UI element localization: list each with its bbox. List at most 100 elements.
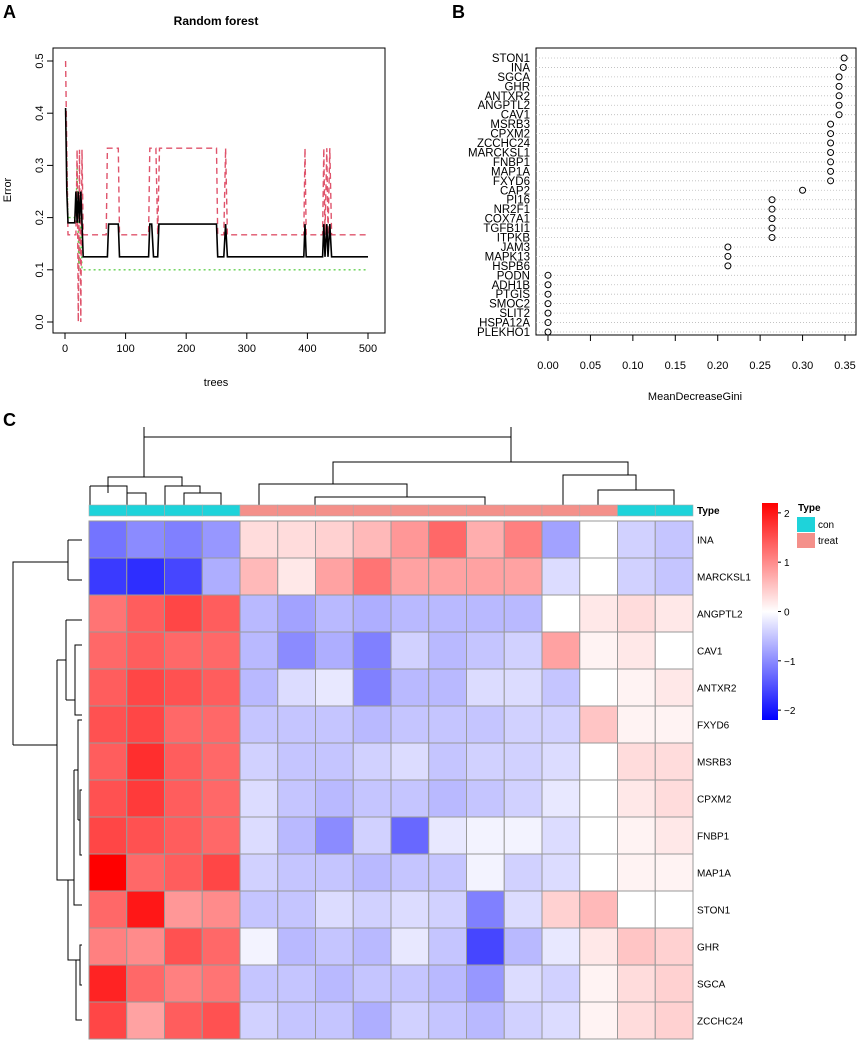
gini-x-axis-label: MeanDecreaseGini [648,391,742,403]
heatmap-cell [617,631,656,670]
heatmap-cell [579,964,618,1003]
gini-gene-label: ADH1B [492,280,531,292]
gini-point-smoc2 [544,300,552,308]
heatmap-cell [315,927,354,966]
gini-point-podn [544,271,552,279]
heatmap-cell [352,1001,392,1040]
heatmap-cell [541,705,581,744]
heatmap-gene-label: INA [697,536,714,547]
heatmap-cell [315,594,354,633]
heatmap-cell [126,742,165,781]
heatmap-cell [466,816,505,855]
heatmap-cell [277,557,316,596]
heatmap-cell [239,779,279,818]
heatmap-cell [617,668,656,707]
heatmap-cell [579,705,618,744]
heatmap-cell [88,742,128,781]
heatmap-cell [654,1001,694,1040]
color-scale-label: 2 [784,509,790,520]
type-cell-treat [579,504,618,517]
heatmap-cell [126,890,165,929]
row-dendrogram [12,539,82,1021]
heatmap-gene-label: FXYD6 [697,721,730,732]
gini-gene-label: PLEKHO1 [477,327,530,339]
gini-x-tick-label: 0.25 [749,360,770,372]
rf-x-axis-label: trees [204,377,229,389]
gini-gene-label: INA [511,62,531,74]
heatmap-gene-label: STON1 [697,906,731,917]
heatmap-cell [541,594,581,633]
heatmap-cell [277,705,316,744]
gini-point-zcchc24 [827,139,835,147]
heatmap-cell [239,964,279,1003]
heatmap-cell [88,964,128,1003]
heatmap-cell [466,594,505,633]
rf-y-tick-label: 0.2 [34,210,46,225]
heatmap-cell [201,927,241,966]
type-cell-con [617,504,656,517]
heatmap-cell [503,890,543,929]
heatmap-cell [164,927,203,966]
heatmap-cell [201,853,241,892]
gini-point-sgca [835,73,843,81]
heatmap-cell [201,520,241,559]
heatmap-cell [541,853,581,892]
heatmap-cell [315,631,354,670]
gini-gene-label: GHR [504,81,530,93]
heatmap-cell [390,594,430,633]
heatmap-cell [315,742,354,781]
heatmap-cell [277,631,316,670]
column-dendrogram [89,427,675,505]
heatmap-cell [126,594,165,633]
panel-label-b: B [452,2,465,22]
gini-gene-label: SLIT2 [499,308,530,320]
gini-gene-label: CAP2 [500,185,530,197]
heatmap-cell [239,927,279,966]
heatmap-cell [164,631,203,670]
heatmap-gene-label: SGCA [697,980,726,991]
heatmap-cell [466,853,505,892]
heatmap-cell [428,668,467,707]
gini-point-hspa12a [544,319,552,327]
panel-label-c: C [3,410,16,430]
color-scale-label: 1 [784,558,790,569]
heatmap-cell [503,853,543,892]
gini-point-itpkb [768,234,776,242]
type-legend-title: Type [798,503,821,514]
heatmap-cell [164,557,203,596]
heatmap-cell [352,705,392,744]
heatmap-cell [654,890,694,929]
heatmap-cell [503,631,543,670]
heatmap-cell [503,520,543,559]
heatmap-cell [201,964,241,1003]
heatmap-cell [541,890,581,929]
gini-point-hspb6 [724,262,732,270]
heatmap-cell [201,742,241,781]
gini-point-ghr [835,82,843,90]
heatmap-cell [352,853,392,892]
heatmap-cell [315,1001,354,1040]
heatmap-cell [617,964,656,1003]
gini-x-tick-label: 0.20 [707,360,728,372]
heatmap-cell [390,1001,430,1040]
heatmap-cell [239,890,279,929]
heatmap-cell [503,742,543,781]
heatmap-cell [201,594,241,633]
heatmap-cell [617,557,656,596]
heatmap-cell [88,705,128,744]
heatmap-cell [126,705,165,744]
heatmap-cell [239,816,279,855]
heatmap-cell [390,557,430,596]
panel-label-a: A [3,2,16,22]
gini-gene-label: STON1 [492,53,530,65]
heatmap-cell [617,853,656,892]
heatmap-cell [88,520,128,559]
heatmap-cell [390,631,430,670]
heatmap-cell [503,594,543,633]
color-scale-bar [762,503,778,720]
heatmap-cell [617,816,656,855]
gini-point-msrb3 [827,120,835,128]
heatmap-cell [390,742,430,781]
rf-y-tick-label: 0.4 [34,106,46,121]
gini-point-cpxm2 [827,130,835,138]
